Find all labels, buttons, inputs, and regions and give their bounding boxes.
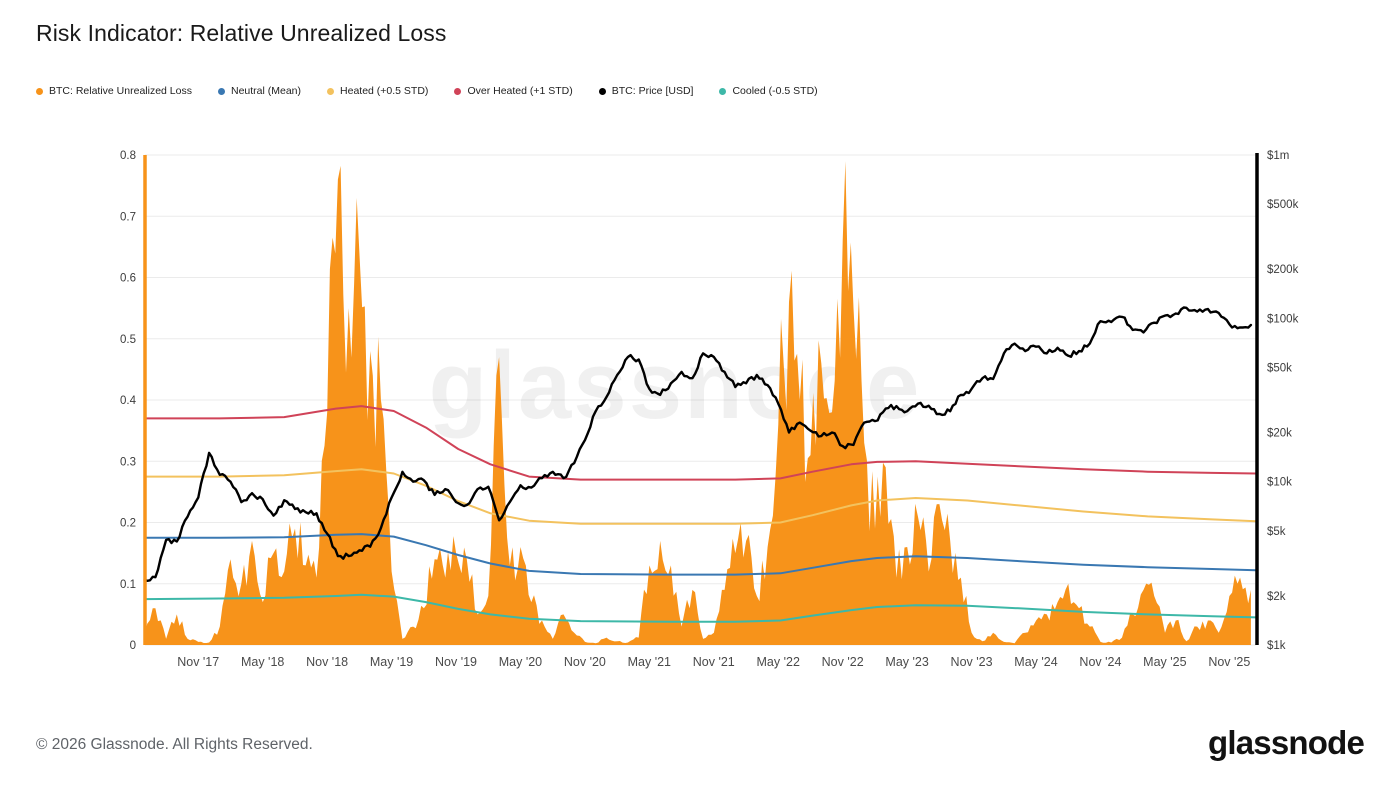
svg-text:Nov '20: Nov '20 [564, 655, 606, 669]
svg-text:May '23: May '23 [885, 655, 928, 669]
svg-text:Nov '19: Nov '19 [435, 655, 477, 669]
legend-item-0[interactable]: BTC: Relative Unrealized Loss [36, 85, 192, 97]
legend-dot-icon [327, 87, 335, 95]
svg-text:Nov '25: Nov '25 [1208, 655, 1250, 669]
legend-dot-icon [217, 87, 225, 95]
svg-text:$50k: $50k [1267, 363, 1292, 375]
svg-text:$5k: $5k [1267, 526, 1286, 538]
legend-item-5[interactable]: Cooled (-0.5 STD) [719, 85, 818, 97]
svg-text:0.3: 0.3 [120, 456, 136, 468]
price-line [143, 306, 1253, 582]
svg-text:May '25: May '25 [1143, 655, 1186, 669]
legend-item-2[interactable]: Heated (+0.5 STD) [327, 85, 428, 97]
svg-text:0.5: 0.5 [120, 334, 136, 346]
legend-dot-icon [719, 87, 727, 95]
svg-text:0.2: 0.2 [120, 518, 136, 530]
svg-text:Nov '23: Nov '23 [951, 655, 993, 669]
left-axis-labels: 0 0.1 0.2 0.3 0.4 0.5 0.6 0.7 0.8 [120, 150, 137, 652]
svg-text:0.1: 0.1 [120, 579, 136, 591]
band-line [144, 468, 1257, 525]
svg-text:0.4: 0.4 [120, 395, 137, 407]
page-title: Risk Indicator: Relative Unrealized Loss [36, 20, 447, 46]
band-line [144, 405, 1257, 481]
band-line [144, 593, 1257, 623]
svg-text:$10k: $10k [1267, 477, 1292, 489]
svg-text:Nov '24: Nov '24 [1079, 655, 1121, 669]
svg-text:$20k: $20k [1267, 427, 1292, 439]
footer-copyright: © 2026 Glassnode. All Rights Reserved. [36, 736, 313, 753]
glassnode-logo: glassnode [1207, 724, 1365, 761]
svg-text:May '21: May '21 [628, 655, 671, 669]
svg-text:$500k: $500k [1267, 199, 1299, 211]
svg-text:Nov '18: Nov '18 [306, 655, 348, 669]
x-axis-labels: Nov '17 May '18 Nov '18 May '19 Nov '19 May '… [177, 655, 1250, 669]
legend-item-label: Neutral (Mean) [230, 85, 302, 97]
svg-text:May '24: May '24 [1014, 655, 1057, 669]
svg-text:$2k: $2k [1267, 591, 1286, 603]
svg-text:Nov '21: Nov '21 [693, 655, 735, 669]
legend-item-label: BTC: Relative Unrealized Loss [49, 85, 192, 97]
svg-text:May '18: May '18 [241, 655, 284, 669]
svg-text:May '19: May '19 [370, 655, 413, 669]
legend: BTC: Relative Unrealized Loss Neutral (Me… [36, 85, 818, 97]
svg-text:0.8: 0.8 [120, 150, 136, 162]
svg-text:Nov '22: Nov '22 [822, 655, 864, 669]
legend-item-3[interactable]: Over Heated (+1 STD) [454, 85, 573, 97]
legend-dot-icon [598, 87, 606, 95]
band-line [144, 533, 1257, 576]
svg-text:$1m: $1m [1267, 150, 1289, 162]
svg-text:May '22: May '22 [757, 655, 800, 669]
svg-text:0.6: 0.6 [120, 273, 136, 285]
right-axis-labels: $1k $2k $5k $10k $20k $50k $100k $200k $500k $1m [1267, 150, 1299, 652]
svg-text:$100k: $100k [1267, 313, 1299, 325]
svg-text:0: 0 [130, 640, 136, 652]
legend-item-4[interactable]: BTC: Price [USD] [598, 85, 694, 97]
legend-dot-icon [454, 87, 462, 95]
svg-text:0.7: 0.7 [120, 211, 136, 223]
legend-item-label: Cooled (-0.5 STD) [732, 85, 818, 97]
svg-text:$1k: $1k [1267, 640, 1286, 652]
legend-item-label: Heated (+0.5 STD) [340, 85, 429, 97]
legend-item-1[interactable]: Neutral (Mean) [217, 85, 302, 97]
legend-item-label: BTC: Price [USD] [611, 85, 694, 97]
legend-item-label: Over Heated (+1 STD) [467, 85, 573, 97]
axis-spines [143, 153, 1259, 645]
svg-text:$200k: $200k [1267, 264, 1299, 276]
svg-text:May '20: May '20 [499, 655, 542, 669]
legend-dot-icon [36, 87, 43, 95]
svg-text:Nov '17: Nov '17 [177, 655, 219, 669]
rul-area [144, 161, 1251, 645]
